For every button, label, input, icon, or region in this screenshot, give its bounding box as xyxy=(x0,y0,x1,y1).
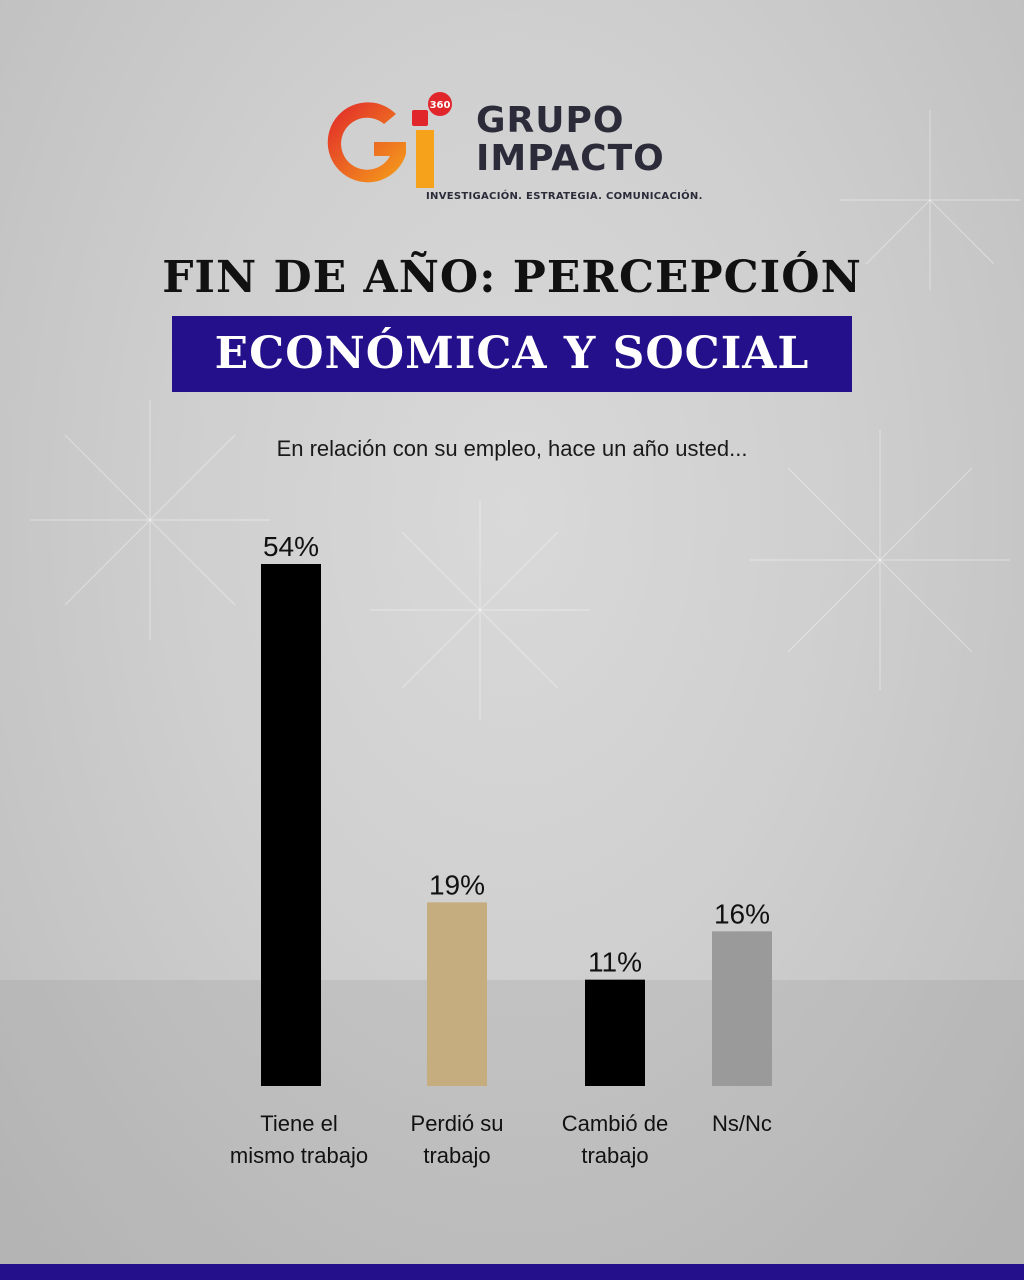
grupo-impacto-logo: 360 GRUPO IMPACTO INVESTIGACIÓN. ESTRATE… xyxy=(326,92,706,212)
page-title: FIN DE AÑO: PERCEPCIÓN xyxy=(162,252,862,303)
logo-wordmark: GRUPO IMPACTO xyxy=(476,102,665,178)
banner-text: ECONÓMICA Y SOCIAL xyxy=(214,328,810,379)
bar-2 xyxy=(585,979,645,1086)
value-label-1: 19% xyxy=(429,869,485,900)
gi-logo-mark: 360 xyxy=(327,92,452,188)
value-label-3: 16% xyxy=(714,898,770,929)
bar-3 xyxy=(712,931,772,1086)
logo-badge: 360 xyxy=(430,100,451,111)
value-label-2: 11% xyxy=(588,947,642,978)
category-label-2-1: trabajo xyxy=(581,1143,648,1168)
value-label-0: 54% xyxy=(263,531,319,562)
chart-title: En relación con su empleo, hace un año u… xyxy=(276,436,748,461)
bottom-accent-bar xyxy=(0,1264,1024,1280)
category-label-0-1: mismo trabajo xyxy=(230,1143,368,1168)
category-label-3-0: Ns/Nc xyxy=(712,1111,772,1136)
bar-0 xyxy=(261,564,321,1086)
category-label-1-0: Perdió su xyxy=(411,1111,504,1136)
logo-line-1: GRUPO xyxy=(476,100,625,141)
bar-1 xyxy=(427,902,487,1086)
category-label-0-0: Tiene el xyxy=(260,1111,337,1136)
logo-tagline: INVESTIGACIÓN. ESTRATEGIA. COMUNICACIÓN. xyxy=(426,191,703,202)
title-banner: ECONÓMICA Y SOCIAL xyxy=(172,316,852,392)
logo-line-2: IMPACTO xyxy=(476,138,665,179)
category-label-2-0: Cambió de xyxy=(562,1111,668,1136)
category-label-1-1: trabajo xyxy=(423,1143,490,1168)
